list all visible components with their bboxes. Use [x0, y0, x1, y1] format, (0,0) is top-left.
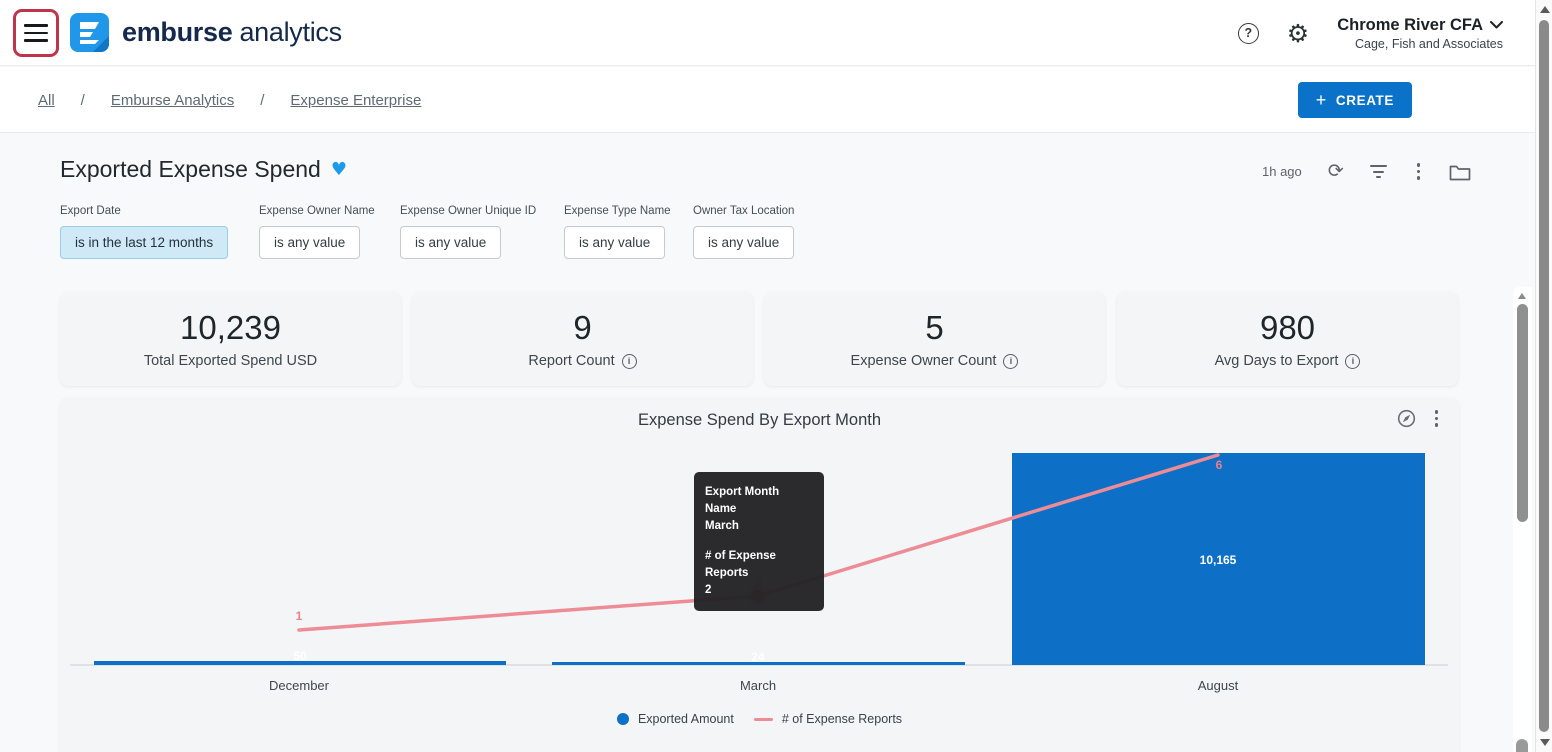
scroll-down-icon[interactable] — [1540, 739, 1550, 746]
legend-bar-swatch-icon — [616, 713, 629, 725]
account-menu[interactable]: Chrome River CFA Cage, Fish and Associat… — [1337, 16, 1503, 51]
chart-legend: Exported Amount # of Expense Reports — [60, 712, 1459, 726]
page-title: Exported Expense Spend — [60, 156, 321, 182]
x-axis-line — [70, 664, 1448, 666]
kpi-value: 10,239 — [180, 309, 281, 346]
bar-value-label: 24 — [751, 650, 765, 664]
legend-label: Exported Amount — [637, 712, 734, 726]
legend-label: # of Expense Reports — [781, 712, 903, 726]
brand-text: emburse analytics — [122, 17, 342, 48]
filter-label: Expense Owner Name — [259, 205, 375, 217]
filter-chip-expense-type-name[interactable]: is any value — [564, 226, 666, 259]
brand-secondary: analytics — [239, 17, 342, 47]
chart-kebab-menu-icon[interactable] — [1432, 409, 1442, 428]
chart-tooltip: Export Month Name March # of Expense Rep… — [694, 472, 824, 611]
gear-icon[interactable]: ⚙ — [1286, 18, 1310, 48]
x-axis-label-august: August — [1197, 678, 1239, 693]
legend-expense-reports[interactable]: # of Expense Reports — [753, 712, 903, 726]
kpi-label: Avg Days to Export — [1214, 353, 1339, 369]
filter-expense-owner-unique-id: Expense Owner Unique ID is any value — [400, 205, 536, 259]
filter-expense-owner-name: Expense Owner Name is any value — [259, 205, 375, 259]
inner-scrollbar[interactable] — [1513, 287, 1532, 752]
breadcrumb-separator: / — [260, 91, 265, 109]
x-axis-label-march: March — [739, 678, 777, 693]
refresh-icon[interactable]: ⟳ — [1327, 160, 1344, 182]
scroll-up-icon[interactable] — [1540, 6, 1550, 13]
filter-label: Owner Tax Location — [693, 205, 795, 217]
chart-tile: Expense Spend By Export Month 50 24 10,1… — [60, 398, 1459, 752]
info-icon[interactable]: i — [1003, 353, 1019, 369]
kpi-expense-owner-count: 5 Expense Owner Count i — [764, 292, 1105, 386]
filter-expense-type-name: Expense Type Name is any value — [564, 205, 671, 259]
annotation-highlight — [13, 9, 59, 57]
outer-scrollbar-thumb[interactable] — [1539, 20, 1549, 732]
filter-label: Expense Owner Unique ID — [400, 205, 537, 217]
kpi-report-count: 9 Report Count i — [412, 292, 753, 386]
scroll-up-icon[interactable] — [1518, 293, 1526, 299]
chart-title: Expense Spend By Export Month — [637, 411, 882, 429]
info-icon[interactable]: i — [621, 353, 637, 369]
kpi-value: 980 — [1259, 309, 1316, 346]
brand-logo[interactable]: emburse analytics — [70, 13, 342, 52]
help-icon[interactable]: ? — [1237, 22, 1259, 44]
brand-primary: emburse — [122, 17, 233, 47]
filter-chip-export-date[interactable]: is in the last 12 months — [60, 226, 229, 259]
outer-scrollbar[interactable] — [1535, 0, 1552, 752]
tooltip-row2-value: 2 — [705, 584, 712, 596]
kpi-value: 9 — [573, 309, 592, 346]
breadcrumb-emburse-analytics[interactable]: Emburse Analytics — [110, 91, 235, 109]
breadcrumb-expense-enterprise[interactable]: Expense Enterprise — [290, 91, 422, 109]
tooltip-row1-value: March — [705, 520, 739, 532]
last-updated: 1h ago — [1262, 164, 1302, 179]
x-axis-label-december: December — [269, 678, 329, 693]
breadcrumb-separator: / — [80, 91, 85, 109]
emburse-logo-icon — [70, 13, 109, 52]
bar-value-label: 50 — [293, 649, 307, 663]
account-name: Chrome River CFA — [1337, 15, 1483, 34]
breadcrumb-row: All / Emburse Analytics / Expense Enterp… — [0, 67, 1535, 133]
plus-icon: + — [1315, 89, 1327, 110]
create-button-label: CREATE — [1335, 92, 1394, 108]
filter-label: Expense Type Name — [564, 205, 671, 217]
filters-toggle-icon[interactable] — [1370, 165, 1388, 178]
folder-icon[interactable] — [1449, 163, 1471, 181]
account-org: Cage, Fish and Associates — [1355, 36, 1503, 51]
inner-scrollbar-thumb[interactable] — [1517, 304, 1528, 522]
chevron-down-icon — [1490, 21, 1503, 29]
kpi-total-exported-spend: 10,239 Total Exported Spend USD — [60, 292, 401, 386]
hamburger-menu-icon[interactable] — [24, 24, 48, 42]
inner-scrollbar-bottom[interactable] — [1516, 739, 1528, 752]
breadcrumb-all[interactable]: All — [38, 91, 55, 109]
kpi-avg-days-to-export: 980 Avg Days to Export i — [1117, 292, 1458, 386]
kpi-label: Report Count — [528, 353, 615, 369]
tooltip-row1-label: Export Month Name — [705, 486, 780, 515]
filter-export-date: Export Date is in the last 12 months — [60, 205, 229, 259]
top-bar: emburse analytics ? ⚙ Chrome River CFA Ca… — [0, 0, 1535, 66]
favorite-heart-icon[interactable]: ♥ — [330, 159, 347, 180]
explore-compass-icon[interactable] — [1397, 409, 1416, 428]
breadcrumb: All / Emburse Analytics / Expense Enterp… — [38, 67, 421, 133]
tooltip-row2-label: # of Expense Reports — [705, 550, 776, 579]
filter-chip-expense-owner-name[interactable]: is any value — [259, 226, 361, 259]
line-value-label: 6 — [1215, 458, 1223, 472]
legend-line-swatch-icon — [753, 717, 773, 721]
bar-march[interactable] — [552, 662, 965, 665]
bar-value-label: 10,165 — [1199, 553, 1237, 567]
filter-label: Export Date — [60, 205, 121, 217]
bar-december[interactable] — [94, 661, 506, 665]
kpi-value: 5 — [925, 309, 944, 346]
create-button[interactable]: + CREATE — [1297, 82, 1412, 118]
info-icon[interactable]: i — [1345, 353, 1361, 369]
filter-chip-owner-tax-location[interactable]: is any value — [693, 226, 795, 259]
filter-owner-tax-location: Owner Tax Location is any value — [693, 205, 794, 259]
legend-exported-amount[interactable]: Exported Amount — [616, 712, 734, 726]
filter-chip-expense-owner-unique-id[interactable]: is any value — [400, 226, 502, 259]
kpi-label: Expense Owner Count — [850, 353, 997, 369]
kpi-label: Total Exported Spend USD — [143, 353, 318, 369]
line-value-label: 1 — [295, 609, 303, 623]
dashboard-kebab-menu-icon[interactable] — [1414, 162, 1424, 181]
